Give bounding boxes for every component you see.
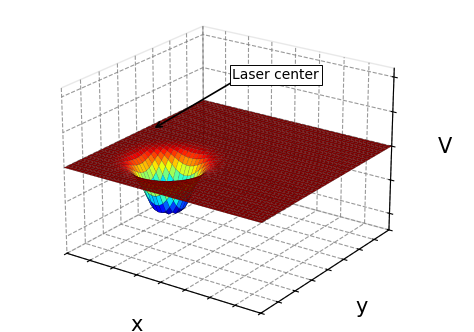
Y-axis label: y: y — [355, 297, 367, 317]
Text: Laser center: Laser center — [232, 68, 319, 82]
X-axis label: x: x — [130, 315, 143, 332]
